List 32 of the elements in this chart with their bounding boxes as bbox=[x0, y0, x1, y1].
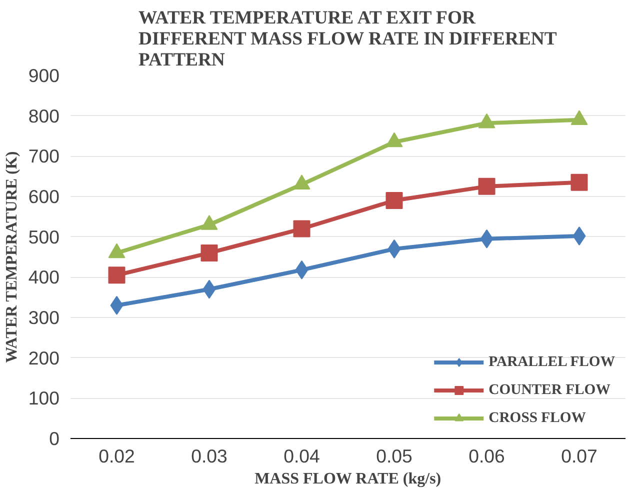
x-tick-label: 0.06 bbox=[468, 446, 505, 466]
y-tick-label: 500 bbox=[28, 226, 60, 248]
point bbox=[478, 178, 496, 195]
legend-label: PARALLEL FLOW bbox=[488, 354, 615, 370]
point bbox=[386, 192, 403, 210]
point bbox=[293, 220, 310, 238]
y-tick-label: 700 bbox=[28, 146, 60, 167]
y-tick-label: 800 bbox=[28, 105, 60, 126]
point bbox=[570, 174, 588, 191]
point bbox=[200, 244, 218, 262]
y-tick-label: 200 bbox=[28, 347, 60, 368]
x-tick-label: 0.07 bbox=[561, 446, 598, 466]
x-tick-label: 0.03 bbox=[191, 446, 228, 466]
x-tick-label: 0.05 bbox=[376, 446, 412, 466]
y-tick-label: 400 bbox=[28, 266, 60, 288]
point bbox=[108, 266, 126, 284]
point bbox=[386, 132, 403, 148]
point bbox=[478, 113, 496, 128]
chart-title: WATER TEMPERATURE AT EXIT FOR DIFFERENT MASS FLOW RATE IN DIFFERENT PATTERN bbox=[138, 8, 558, 70]
y-tick-label: 300 bbox=[28, 307, 60, 328]
point bbox=[293, 174, 310, 190]
y-tick-label: 0 bbox=[49, 428, 60, 449]
point bbox=[570, 110, 588, 125]
y-axis-title: WATER TEMPERATURE (K) bbox=[3, 151, 20, 363]
y-tick-label: 900 bbox=[28, 65, 60, 86]
x-axis-title: MASS FLOW RATE (kg/s) bbox=[254, 470, 442, 488]
legend-label: COUNTER FLOW bbox=[488, 382, 610, 398]
x-tick-label: 0.02 bbox=[98, 446, 135, 466]
legend-label: CROSS FLOW bbox=[488, 410, 586, 426]
y-tick-label: 100 bbox=[28, 388, 60, 409]
y-tick-label: 600 bbox=[28, 186, 60, 207]
x-tick-label: 0.04 bbox=[284, 446, 320, 466]
